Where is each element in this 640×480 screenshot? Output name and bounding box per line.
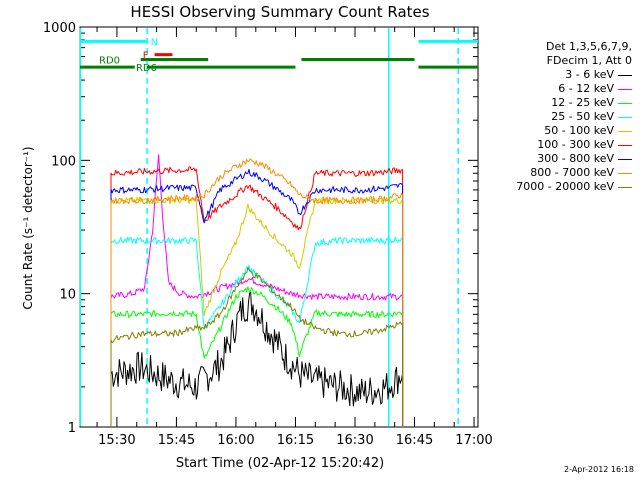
legend-swatch <box>618 116 632 118</box>
legend-label: 6 - 12 keV <box>558 82 614 95</box>
plot-frame <box>79 26 479 428</box>
series-line-100-300-kev <box>110 166 404 427</box>
legend-item: 6 - 12 keV <box>558 82 632 96</box>
series-line-50-100-kev <box>110 196 404 427</box>
status-label-rd6: RD6 <box>136 63 157 74</box>
y-tick-label: 1 <box>68 421 76 436</box>
x-axis-label: Start Time (02-Apr-12 15:20:42) <box>176 456 384 471</box>
legend-item: 7000 - 20000 keV <box>516 180 632 194</box>
legend-item: 300 - 800 keV <box>537 152 632 166</box>
status-label-f: F <box>143 51 149 62</box>
x-tick-label: 16:45 <box>396 433 433 448</box>
x-tick-label: 16:30 <box>336 433 373 448</box>
legend-swatch <box>618 144 632 146</box>
legend-item: 50 - 100 keV <box>544 124 632 138</box>
legend-item: 100 - 300 keV <box>537 138 632 152</box>
legend-label: 7000 - 20000 keV <box>516 180 614 193</box>
x-tick-label: 15:45 <box>158 433 195 448</box>
x-tick-label: 16:15 <box>277 433 314 448</box>
chart-title: HESSI Observing Summary Count Rates <box>130 3 429 21</box>
legend-label: 100 - 300 keV <box>537 138 614 151</box>
x-tick-label: 15:30 <box>98 433 135 448</box>
y-tick-label: 1000 <box>43 21 76 36</box>
legend-swatch <box>618 186 632 188</box>
legend-label: 25 - 50 keV <box>551 110 614 123</box>
y-tick-label: 10 <box>59 288 76 303</box>
series-line-300-800-kev <box>110 168 404 427</box>
legend-item: 800 - 7000 keV <box>530 166 632 180</box>
series-line-12-25-kev <box>110 286 404 427</box>
series-line-6-12-kev <box>110 154 404 427</box>
status-label-rd0: RD0 <box>99 56 120 67</box>
legend-swatch <box>618 102 632 104</box>
legend-label: 3 - 6 keV <box>565 68 614 81</box>
status-label-n: N <box>151 37 158 48</box>
legend-swatch <box>618 74 632 76</box>
y-tick-label: 100 <box>51 154 76 169</box>
x-tick-label: 16:00 <box>217 433 254 448</box>
legend-swatch <box>618 172 632 174</box>
legend-item: 12 - 25 keV <box>551 96 632 110</box>
legend-label: 12 - 25 keV <box>551 96 614 109</box>
plot-area: 1 10 100 1000 15:30 15:45 16:00 16:15 16:30 16:45… <box>43 21 493 448</box>
legend-swatch <box>618 130 632 132</box>
series-line-7000-20000-kev <box>110 267 404 427</box>
legend-item: 25 - 50 keV <box>551 110 632 124</box>
legend-label: 800 - 7000 keV <box>530 166 614 179</box>
series-line-3-6-kev <box>110 291 404 427</box>
series-line-800-7000-kev <box>110 158 404 427</box>
x-tick-label: 17:00 <box>455 433 492 448</box>
legend-swatch <box>618 158 632 160</box>
legend-label: 50 - 100 keV <box>544 124 614 137</box>
legend-swatch <box>618 88 632 90</box>
y-axis-label: Count Rate (s⁻¹ detector⁻¹) <box>21 146 35 309</box>
legend-header-line: Det 1,3,5,6,7,9, <box>545 40 632 53</box>
footer-date: 2-Apr-2012 16:18 <box>564 465 634 474</box>
legend-header-line: FDecim 1, Att 0 <box>546 54 632 67</box>
legend-item: 3 - 6 keV <box>565 68 632 82</box>
legend-label: 300 - 800 keV <box>537 152 614 165</box>
